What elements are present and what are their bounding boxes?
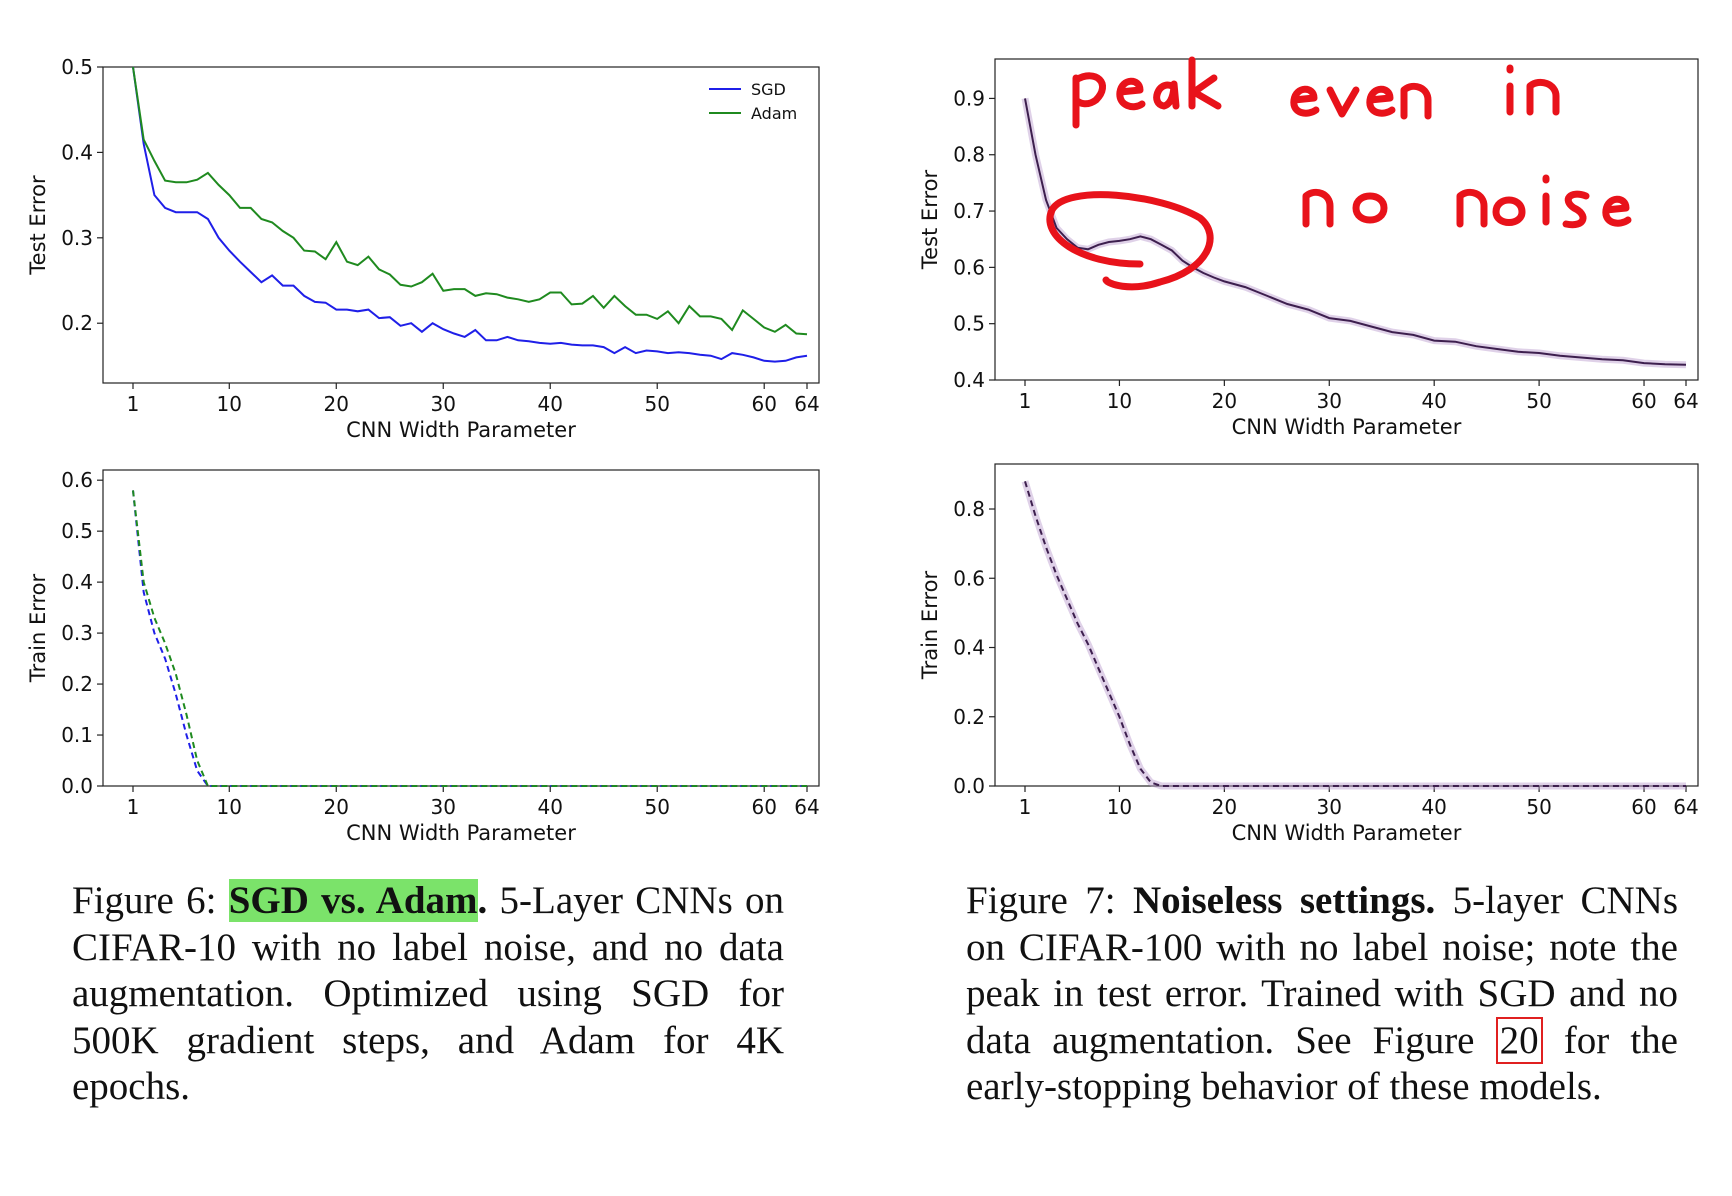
x-tick-label: 40 [538,795,563,819]
x-tick-label: 20 [324,392,349,416]
y-tick-label: 0.4 [61,570,93,594]
x-tick-label: 60 [751,795,776,819]
legend-entry: SGD [751,80,786,99]
x-tick-label: 1 [1019,795,1032,819]
figure-reference-link[interactable]: 20 [1495,1016,1543,1064]
x-tick-label: 40 [1421,795,1446,819]
x-tick-label: 40 [538,392,563,416]
y-tick-label: 0.5 [953,312,985,336]
x-tick-label: 40 [1421,389,1446,413]
plot-frame [102,469,820,787]
y-tick-label: 0.5 [61,519,93,543]
chart-fig6-train: 1 10 20 30 40 50 60 64 0.0 0.1 0.2 0.3 0.4 0.5 0.6 CNN … [26,468,820,845]
x-tick-label: 50 [644,392,669,416]
figure6-caption-text: 5-Layer CNNs on CIFAR-10 with no label n… [72,879,785,1108]
y-tick-label: 0.3 [61,226,93,250]
x-tick-label: 50 [1526,795,1551,819]
figure6-title-period: . [477,879,488,922]
figure6-title: SGD vs. Adam [228,879,478,922]
y-tick-label: 0.4 [953,636,985,660]
y-tick-label: 0.7 [953,199,985,223]
y-tick-label: 0.0 [953,774,985,798]
x-tick-label: 1 [127,795,140,819]
y-tick-label: 0.2 [61,672,93,696]
series-line-sgd [132,66,808,363]
figure7-caption-text-b: for the early-stopping behavior of these… [966,1018,1678,1109]
plot-frame [994,463,1699,787]
x-tick-label: 30 [1317,795,1342,819]
x-tick-label: 30 [431,392,456,416]
x-tick-label: 20 [324,795,349,819]
x-tick-label: 64 [1673,389,1698,413]
chart-legend: SGD Adam [709,80,797,123]
y-tick-label: 0.4 [953,368,985,392]
x-axis-label: CNN Width Parameter [1232,821,1462,845]
y-axis-label: Test Error [26,175,50,276]
x-axis-label: CNN Width Parameter [1232,415,1462,439]
x-tick-label: 10 [217,392,242,416]
x-tick-label: 30 [1317,389,1342,413]
y-axis-label: Train Error [26,574,50,684]
series-line-sgd [132,490,807,787]
series-band [1021,480,1686,790]
y-tick-label: 0.8 [953,143,985,167]
x-tick-label: 10 [1107,389,1132,413]
plot-frame [994,58,1699,381]
y-tick-label: 0.2 [61,311,93,335]
x-tick-label: 10 [1107,795,1132,819]
chart-fig7-train: 1 10 20 30 40 50 60 64 0.0 0.2 0.4 0.6 0.8 CNN Width … [918,463,1699,845]
x-tick-label: 20 [1212,389,1237,413]
y-tick-label: 0.3 [61,621,93,645]
figure7-caption-text-a: 5-layer CNNs on CIFAR-100 with no label … [966,879,1679,1062]
series-band [1021,97,1687,369]
y-tick-label: 0.6 [953,566,985,590]
x-tick-label: 64 [794,392,819,416]
figure6-caption: Figure 6: SGD vs. Adam. 5-Layer CNNs on … [72,878,784,1111]
x-tick-label: 60 [1631,795,1656,819]
y-tick-label: 0.1 [61,723,93,747]
x-tick-label: 1 [1019,389,1032,413]
x-tick-label: 64 [1673,795,1698,819]
figure-charts: 1 10 20 30 40 50 60 64 0.0 0.2 0.4 0.6 0.8 CNN Width … [26,55,1699,845]
plot-frame [102,66,820,384]
chart-fig7-test: 1 10 20 30 40 50 60 64 0.4 0.5 0.6 0.7 0.8 0.9 CNN Wid… [918,58,1699,439]
y-axis-label: Test Error [918,170,942,271]
x-tick-label: 1 [127,392,140,416]
series-line-main [1024,98,1687,366]
y-tick-label: 0.4 [61,140,93,164]
series-line-adam [132,490,807,787]
series-line-main [1024,481,1686,787]
x-tick-label: 60 [1631,389,1656,413]
chart-fig6-test: 1 10 20 30 40 50 60 64 0.2 0.3 0.4 0.5 CNN Width Par… [26,55,820,442]
figure6-number: Figure 6: [72,879,217,922]
y-tick-label: 0.5 [61,55,93,79]
y-tick-label: 0.0 [61,774,93,798]
x-tick-label: 64 [794,795,819,819]
y-tick-label: 0.6 [61,468,93,492]
legend-entry: Adam [751,104,797,123]
x-tick-label: 10 [217,795,242,819]
figure7-caption: Figure 7: Noiseless settings. 5-layer CN… [966,878,1678,1111]
x-tick-label: 30 [431,795,456,819]
y-tick-label: 0.2 [953,705,985,729]
y-tick-label: 0.9 [953,86,985,110]
x-tick-label: 20 [1212,795,1237,819]
x-tick-label: 60 [751,392,776,416]
x-axis-label: CNN Width Parameter [346,821,576,845]
figure7-number: Figure 7: [966,879,1116,922]
figure7-title: Noiseless settings. [1132,879,1436,922]
series-line-adam [132,66,808,336]
y-tick-label: 0.8 [953,497,985,521]
x-tick-label: 50 [644,795,669,819]
handwritten-annotation [1046,56,1632,291]
y-axis-label: Train Error [918,571,942,681]
x-axis-label: CNN Width Parameter [346,418,576,442]
y-tick-label: 0.6 [953,255,985,279]
x-tick-label: 50 [1526,389,1551,413]
